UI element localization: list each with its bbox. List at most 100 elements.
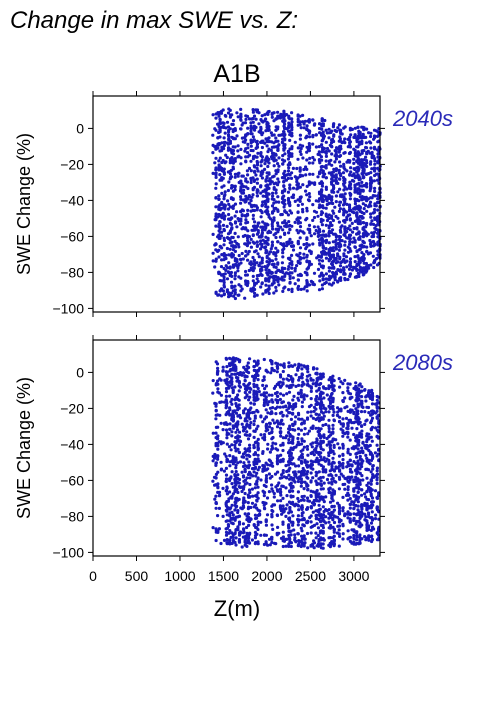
data-point	[220, 258, 224, 262]
data-point	[306, 410, 310, 414]
data-point	[341, 522, 345, 527]
data-point	[225, 380, 229, 384]
data-point	[227, 445, 232, 449]
data-point	[294, 402, 298, 406]
data-point	[287, 523, 291, 527]
data-point	[312, 523, 317, 528]
data-point	[247, 519, 252, 524]
data-point	[268, 421, 272, 426]
data-point	[316, 225, 320, 229]
data-point	[332, 410, 336, 414]
data-point	[282, 362, 286, 366]
data-point	[223, 272, 227, 276]
data-point	[221, 289, 225, 293]
data-point	[240, 489, 244, 494]
data-point	[297, 499, 301, 503]
data-point	[341, 446, 345, 450]
data-point	[248, 482, 252, 487]
data-point	[362, 171, 366, 175]
data-point	[373, 157, 377, 161]
data-point	[287, 544, 291, 549]
data-point	[255, 224, 259, 228]
data-point	[337, 524, 342, 528]
data-point	[262, 494, 266, 498]
data-point	[227, 261, 231, 265]
data-point	[265, 513, 270, 517]
data-point	[267, 262, 271, 266]
data-point	[220, 166, 224, 170]
data-point	[283, 202, 287, 206]
data-point	[369, 212, 373, 216]
data-point	[277, 227, 281, 231]
data-point	[364, 203, 368, 207]
data-point	[233, 446, 237, 450]
data-point	[369, 134, 373, 139]
data-point	[266, 442, 270, 446]
data-point	[249, 517, 253, 521]
data-point	[310, 445, 314, 449]
data-point	[259, 125, 263, 129]
data-point	[339, 200, 343, 204]
data-point	[331, 407, 335, 411]
data-point	[233, 231, 237, 235]
data-point	[274, 254, 278, 258]
data-point	[255, 493, 259, 497]
data-point	[260, 245, 264, 249]
data-point	[275, 390, 279, 395]
data-point	[231, 418, 235, 422]
data-point	[315, 488, 319, 493]
data-point	[301, 210, 305, 214]
data-point	[300, 437, 304, 441]
data-point	[276, 195, 280, 199]
data-point	[223, 207, 227, 211]
data-point	[299, 195, 303, 199]
data-point	[280, 275, 284, 279]
data-point	[324, 521, 328, 525]
data-point	[315, 438, 319, 442]
data-point	[343, 243, 347, 247]
data-point	[211, 251, 215, 255]
data-point	[242, 496, 246, 500]
data-point	[235, 134, 239, 138]
data-point	[307, 131, 311, 135]
data-point	[319, 255, 323, 259]
data-point	[225, 155, 229, 160]
data-point	[233, 540, 237, 545]
data-point	[247, 365, 251, 370]
data-point	[214, 417, 218, 421]
data-point	[299, 126, 303, 130]
data-point	[275, 425, 280, 429]
data-point	[338, 415, 342, 419]
data-point	[364, 182, 368, 186]
data-point	[300, 372, 304, 376]
data-point	[283, 219, 287, 223]
data-point	[305, 507, 309, 511]
data-point	[228, 454, 232, 458]
data-point	[338, 419, 342, 424]
data-point	[256, 491, 260, 495]
data-point	[233, 188, 237, 192]
data-point	[352, 533, 356, 538]
data-point	[267, 171, 271, 175]
data-point	[324, 252, 328, 256]
data-point	[341, 417, 345, 421]
data-point	[214, 182, 218, 186]
data-point	[256, 468, 260, 472]
data-point	[278, 235, 282, 239]
data-point	[288, 424, 292, 428]
data-point	[267, 284, 271, 288]
data-point	[331, 423, 335, 427]
data-point	[289, 454, 293, 458]
data-point	[349, 249, 353, 253]
data-point	[314, 145, 318, 149]
data-point	[228, 478, 232, 483]
data-point	[348, 392, 353, 396]
data-point	[231, 522, 235, 526]
data-point	[252, 382, 256, 386]
data-point	[249, 126, 253, 130]
data-point	[256, 476, 260, 481]
data-point	[337, 544, 341, 548]
data-point	[376, 172, 380, 176]
data-point	[230, 510, 234, 514]
data-point	[255, 194, 259, 198]
